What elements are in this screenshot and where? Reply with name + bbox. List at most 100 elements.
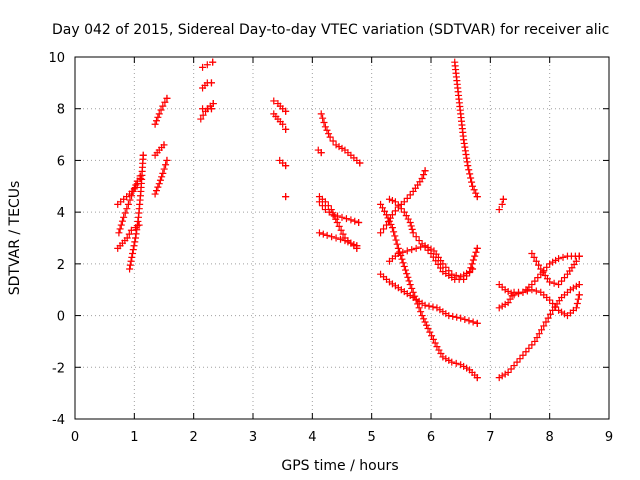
y-tick-label: -2	[52, 361, 65, 376]
data-point-marker	[159, 102, 167, 110]
data-point-marker	[398, 255, 406, 263]
data-point-marker	[561, 310, 568, 318]
data-point-marker	[431, 339, 439, 347]
data-point-marker	[124, 200, 132, 208]
data-point-marker	[495, 374, 503, 382]
data-point-marker	[160, 165, 168, 173]
data-point-marker	[347, 239, 355, 247]
data-point-marker	[342, 215, 350, 223]
data-point-marker	[408, 225, 416, 233]
data-point-marker	[425, 302, 433, 310]
data-point-marker	[282, 107, 290, 115]
data-point-marker	[471, 252, 479, 260]
data-point-marker	[161, 98, 169, 106]
data-point-marker	[470, 186, 478, 194]
data-point-marker	[333, 218, 341, 226]
data-point-marker	[473, 319, 481, 327]
data-point-marker	[155, 110, 163, 118]
data-point-marker	[535, 261, 543, 269]
data-point-marker	[540, 267, 548, 275]
data-point-marker	[555, 255, 563, 263]
data-point-marker	[421, 318, 429, 326]
data-point-marker	[199, 63, 207, 71]
data-point-marker	[457, 314, 465, 322]
data-point-marker	[347, 216, 355, 224]
x-tick-label: 1	[130, 430, 138, 445]
data-point-marker	[388, 224, 396, 232]
data-point-marker	[460, 362, 468, 370]
data-point-marker	[152, 117, 160, 125]
data-point-marker	[472, 189, 480, 197]
data-point-marker	[531, 337, 539, 345]
x-tick-label: 2	[190, 430, 198, 445]
data-point-marker	[128, 253, 136, 261]
y-tick-label: 4	[57, 206, 65, 221]
data-point-marker	[152, 187, 160, 195]
data-point-marker	[550, 279, 558, 287]
x-tick-label: 0	[71, 430, 79, 445]
data-point-marker	[335, 222, 343, 230]
data-point-marker	[452, 271, 460, 279]
data-point-marker	[555, 306, 563, 314]
data-point-marker	[558, 308, 566, 316]
data-point-marker	[569, 284, 577, 292]
data-point-marker	[442, 263, 450, 271]
data-point-marker	[356, 159, 364, 167]
data-point-marker	[432, 257, 440, 265]
data-point-marker	[465, 317, 473, 325]
data-point-marker	[380, 225, 388, 233]
data-point-marker	[453, 313, 461, 321]
data-point-marker	[401, 266, 409, 274]
data-point-marker	[528, 341, 536, 349]
data-point-marker	[535, 330, 543, 338]
data-point-marker	[463, 272, 471, 280]
data-point-marker	[561, 274, 568, 282]
data-point-marker	[445, 356, 453, 364]
data-point-marker	[469, 182, 477, 190]
data-point-marker	[163, 156, 171, 164]
data-point-marker	[399, 248, 407, 256]
data-point-marker	[388, 197, 396, 205]
y-tick-label: 6	[57, 154, 65, 169]
data-point-marker	[445, 312, 453, 320]
data-point-marker	[573, 300, 581, 308]
data-point-marker	[429, 303, 437, 311]
data-point-marker	[421, 301, 429, 309]
data-point-marker	[423, 321, 431, 329]
data-point-marker	[408, 284, 416, 292]
data-point-marker	[403, 270, 411, 278]
data-point-marker	[424, 246, 432, 254]
data-point-marker	[528, 250, 536, 258]
data-point-marker	[159, 169, 167, 177]
data-point-marker	[542, 318, 550, 326]
data-point-marker	[546, 278, 554, 286]
data-point-marker	[351, 217, 359, 225]
data-point-marker	[525, 344, 533, 352]
data-point-marker	[412, 296, 420, 304]
data-point-marker	[463, 364, 471, 372]
data-point-marker	[391, 207, 399, 215]
data-point-marker	[412, 244, 420, 252]
x-tick-label: 8	[546, 430, 554, 445]
data-point-marker	[407, 222, 415, 230]
y-tick-label: 8	[57, 103, 65, 118]
data-point-marker	[397, 205, 405, 213]
data-point-marker	[323, 231, 331, 239]
data-point-marker	[129, 250, 137, 258]
data-point-marker	[427, 250, 435, 258]
data-point-marker	[519, 351, 527, 359]
data-point-marker	[117, 221, 125, 229]
data-point-marker	[394, 201, 402, 209]
data-point-marker	[315, 198, 323, 206]
data-point-marker	[282, 162, 290, 170]
data-point-marker	[543, 263, 551, 271]
data-point-marker	[515, 290, 523, 298]
data-point-marker	[448, 358, 456, 366]
data-point-marker	[139, 151, 147, 159]
data-point-marker	[353, 242, 361, 250]
data-point-marker	[404, 273, 412, 281]
data-point-marker	[546, 310, 554, 318]
data-point-marker	[406, 281, 414, 289]
data-point-marker	[403, 247, 411, 255]
data-point-marker	[549, 300, 557, 308]
